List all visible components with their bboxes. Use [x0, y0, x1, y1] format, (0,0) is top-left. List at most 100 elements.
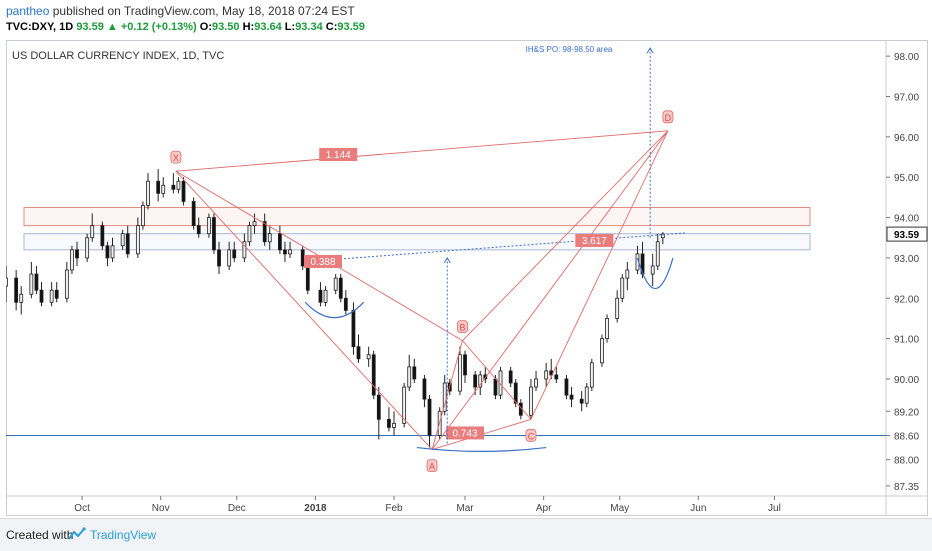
candle-body [458, 354, 462, 392]
candle-body [146, 180, 150, 206]
author-link[interactable]: pantheo [6, 4, 50, 18]
candle-body [135, 225, 140, 255]
candle-body [529, 386, 533, 416]
candle-body [125, 233, 130, 255]
candle-body [85, 237, 90, 259]
x-tick-label: 2018 [304, 503, 327, 514]
y-tick-label: 87.35 [894, 482, 919, 493]
pattern-leg [175, 130, 668, 172]
ratio-label: 3.617 [582, 236, 607, 247]
high-label: H: [242, 21, 255, 33]
candle-body [100, 225, 105, 247]
resistance-zone [23, 233, 811, 251]
price-chart[interactable]: US DOLLAR CURRENCY INDEX, 1D, TVC X A B C D 1… [6, 40, 928, 516]
candle-body [356, 346, 361, 360]
candle-body [579, 398, 584, 404]
candle-body [54, 289, 59, 299]
x-tick-label: Feb [385, 503, 403, 514]
candle-body [70, 249, 74, 271]
candle-body [19, 293, 24, 303]
candle-body [589, 362, 594, 388]
candle-body [544, 370, 549, 380]
ratio-label: 0.388 [310, 257, 335, 268]
candle-body [90, 225, 95, 239]
candle-body [625, 269, 630, 279]
candle-body [442, 382, 447, 412]
candle-body [212, 217, 216, 251]
candle-body [156, 180, 161, 194]
candle-body [387, 418, 391, 428]
ohlc-bar: TVC:DXY, 1D 93.59 ▲ +0.12 (+0.13%) O:93.… [6, 21, 365, 33]
candle-body [227, 249, 232, 267]
x-tick-label: Apr [536, 503, 552, 514]
ratio-label: 1.144 [326, 150, 351, 161]
low-label: L: [284, 21, 296, 33]
candle-body [333, 277, 338, 291]
candle-body [176, 180, 181, 190]
candle-body [660, 233, 665, 239]
candle-body [569, 394, 574, 400]
candle-body [217, 249, 221, 267]
low-value: 93.34 [295, 21, 323, 33]
candle-body [277, 233, 282, 251]
y-tick-label: 92.00 [894, 294, 919, 305]
resistance-zone [23, 206, 811, 227]
candle-body [478, 374, 483, 388]
candle-body [14, 277, 19, 303]
open-label: O: [199, 21, 212, 33]
pattern-leg [431, 130, 669, 450]
high-value: 93.64 [254, 21, 282, 33]
y-tick-label: 94.00 [894, 214, 919, 225]
candle-body [371, 354, 376, 396]
candle-body [267, 233, 272, 243]
candle-body [110, 245, 115, 259]
candle-body [463, 354, 467, 376]
candle-body [288, 249, 292, 255]
ratio-badge [575, 233, 614, 247]
footer-bar: Created with TradingView [0, 518, 932, 551]
candle-body [343, 297, 348, 311]
pattern-point-marker [525, 428, 537, 442]
head-curve [416, 446, 547, 453]
candle-body [39, 289, 44, 303]
pattern-leg [462, 130, 669, 341]
chart-border [6, 40, 928, 516]
candle-body [247, 225, 252, 243]
y-tick-label: 95.00 [894, 173, 919, 184]
symbol-label: TVC:DXY, 1D [6, 21, 74, 33]
candle-body [412, 366, 417, 380]
candle-body [300, 249, 305, 267]
candle-body [508, 370, 513, 384]
y-tick-label: 93.00 [894, 254, 919, 265]
chart-title: US DOLLAR CURRENCY INDEX, 1D, TVC [12, 50, 224, 62]
right-shoulder-curve [636, 257, 674, 290]
candle-body [605, 318, 609, 340]
candle-body [366, 354, 371, 360]
x-tick-label: Dec [228, 503, 246, 514]
candle-body [6, 277, 8, 287]
y-tick-label: 96.00 [894, 133, 919, 144]
tradingview-logo-icon [68, 527, 86, 540]
x-tick-label: Mar [456, 503, 474, 514]
candle-body [323, 289, 328, 303]
candle-body [171, 184, 176, 190]
candle-body [232, 249, 237, 259]
publish-date: published on TradingView.com, May 18, 20… [52, 4, 355, 18]
candle-body [49, 289, 54, 303]
pattern-leg [462, 340, 532, 420]
candle-body [376, 394, 381, 420]
pattern-point-marker [170, 150, 182, 164]
candle-body [252, 221, 257, 227]
ratio-badge [319, 148, 358, 162]
tradingview-link[interactable]: TradingView [90, 528, 157, 542]
last-price-label: 93.59 [894, 230, 919, 241]
price-change: +0.12 (+0.13%) [120, 21, 197, 33]
candle-body [584, 386, 589, 404]
close-label: C: [325, 21, 338, 33]
created-with-text: Created with [6, 528, 74, 542]
y-tick-label: 88.00 [894, 456, 919, 467]
candle-body [402, 386, 407, 424]
x-tick-label: Jun [690, 503, 706, 514]
projection-arrow [443, 256, 451, 264]
x-tick-label: Nov [152, 503, 170, 514]
